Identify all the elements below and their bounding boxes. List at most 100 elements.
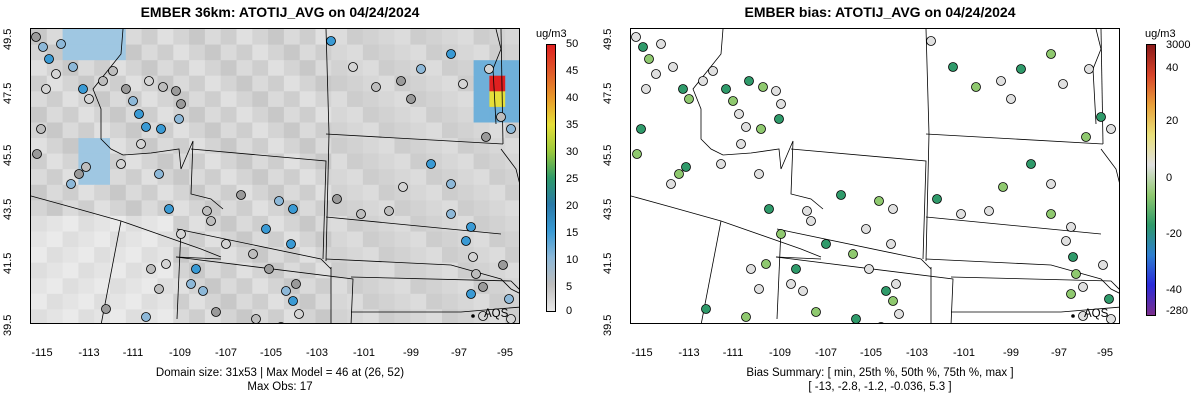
model-grid-cell bbox=[299, 29, 317, 46]
colorbar-label: 10 bbox=[566, 254, 579, 266]
model-grid-cell bbox=[473, 44, 490, 61]
state-boundary bbox=[176, 228, 332, 270]
model-grid-cell bbox=[125, 215, 143, 233]
colorbar-label: -20 bbox=[1166, 228, 1182, 240]
monitor-site-marker bbox=[446, 209, 456, 219]
model-grid-cell bbox=[173, 262, 190, 279]
model-grid-cell bbox=[457, 44, 475, 61]
model-grid-cell bbox=[46, 278, 64, 295]
model-grid-cell bbox=[157, 106, 174, 124]
model-grid-cell bbox=[31, 215, 48, 233]
monitor-site-marker bbox=[176, 99, 186, 109]
model-map bbox=[30, 28, 520, 324]
colorbar-label: 0 bbox=[1166, 172, 1173, 184]
model-grid-cell bbox=[315, 75, 332, 92]
model-grid-cell bbox=[457, 309, 475, 323]
model-grid-cell bbox=[220, 29, 238, 46]
monitor-site-marker bbox=[68, 62, 78, 72]
monitor-site-marker bbox=[356, 209, 366, 219]
model-grid-cell bbox=[362, 91, 380, 108]
model-grid-cell bbox=[426, 75, 443, 92]
bias-summary-values: [ -13, -2.8, -1.2, -0.036, 5.3 ] bbox=[808, 381, 952, 393]
model-grid-cell bbox=[252, 293, 269, 310]
model-grid-cell bbox=[173, 215, 190, 233]
model-grid-cell bbox=[315, 138, 332, 155]
model-grid-cell bbox=[94, 138, 111, 155]
model-grid-cell bbox=[31, 106, 48, 124]
model-grid-cell bbox=[362, 231, 380, 248]
monitor-site-marker bbox=[281, 286, 291, 296]
model-grid-cell bbox=[268, 122, 285, 139]
model-grid-cell bbox=[157, 44, 174, 61]
model-grid-cell bbox=[331, 215, 348, 233]
monitor-site-marker bbox=[446, 179, 456, 189]
monitor-site-marker bbox=[874, 196, 884, 206]
model-grid-cell bbox=[157, 184, 174, 201]
state-boundary bbox=[176, 228, 182, 320]
x-tick-label: -115 bbox=[631, 347, 653, 359]
model-grid-cell bbox=[505, 200, 519, 217]
bias-panel-title: EMBER bias: ATOTIJ_AVG on 04/24/2024 bbox=[744, 4, 1016, 20]
monitor-site-marker bbox=[802, 206, 812, 216]
monitor-site-marker bbox=[174, 114, 184, 124]
state-boundary bbox=[925, 133, 1104, 145]
model-grid-cell bbox=[78, 106, 95, 124]
model-grid-cell bbox=[204, 91, 222, 108]
model-grid-cell bbox=[189, 60, 206, 77]
monitor-site-marker bbox=[56, 39, 66, 49]
model-grid-cell bbox=[78, 200, 95, 217]
colorbar-label: 50 bbox=[566, 38, 579, 50]
monitor-site-marker bbox=[458, 79, 468, 89]
monitor-site-marker bbox=[468, 252, 478, 262]
monitor-site-marker bbox=[236, 190, 246, 200]
model-grid-cell bbox=[31, 60, 48, 77]
model-grid-cell bbox=[410, 122, 427, 139]
x-tick-label: -101 bbox=[352, 347, 376, 359]
model-grid-cell bbox=[362, 278, 380, 295]
model-grid-cell bbox=[204, 60, 222, 77]
state-boundary bbox=[350, 276, 519, 290]
model-grid-cell bbox=[141, 200, 158, 217]
model-grid-cell bbox=[299, 184, 317, 201]
model-grid-cell bbox=[31, 309, 48, 323]
model-grid-cell bbox=[220, 278, 238, 295]
monitor-site-marker bbox=[644, 54, 654, 64]
monitor-site-marker bbox=[144, 76, 154, 86]
model-grid-cell bbox=[410, 44, 427, 61]
model-grid-cell bbox=[78, 29, 95, 46]
model-grid-cell bbox=[426, 247, 443, 264]
model-grid-cell bbox=[442, 106, 459, 124]
model-grid-cell bbox=[110, 106, 127, 124]
model-grid-cell bbox=[505, 169, 519, 186]
monitor-site-marker bbox=[674, 169, 684, 179]
model-grid-cell bbox=[378, 309, 396, 323]
model-grid-cell bbox=[378, 231, 396, 248]
model-grid-cell bbox=[189, 75, 206, 92]
state-boundary bbox=[790, 148, 927, 260]
monitor-site-marker bbox=[84, 94, 94, 104]
monitor-site-marker bbox=[1026, 159, 1036, 169]
model-grid-cell bbox=[283, 153, 301, 170]
model-grid-cell bbox=[362, 262, 380, 279]
model-grid-cell bbox=[394, 293, 411, 310]
model-grid-cell bbox=[173, 309, 190, 323]
model-grid-cell bbox=[268, 231, 285, 248]
x-tick-label: -101 bbox=[952, 347, 976, 359]
model-grid-cell bbox=[62, 215, 79, 233]
model-grid-cell bbox=[236, 75, 253, 92]
model-grid-cell bbox=[78, 247, 95, 264]
model-grid-cell bbox=[283, 122, 301, 139]
monitor-site-marker bbox=[396, 76, 406, 86]
monitor-site-marker bbox=[1098, 260, 1108, 270]
model-grid-cell bbox=[46, 293, 64, 310]
model-grid-cell bbox=[31, 278, 48, 295]
model-grid-cell bbox=[347, 44, 364, 61]
model-grid-cell bbox=[426, 29, 443, 46]
monitor-site-marker bbox=[136, 139, 146, 149]
model-grid-cell bbox=[442, 91, 459, 108]
model-grid-cell bbox=[426, 215, 443, 233]
model-grid-cell bbox=[46, 138, 64, 155]
monitor-site-marker bbox=[811, 307, 821, 317]
model-grid-cell bbox=[457, 91, 475, 108]
model-grid-cell bbox=[220, 138, 238, 155]
